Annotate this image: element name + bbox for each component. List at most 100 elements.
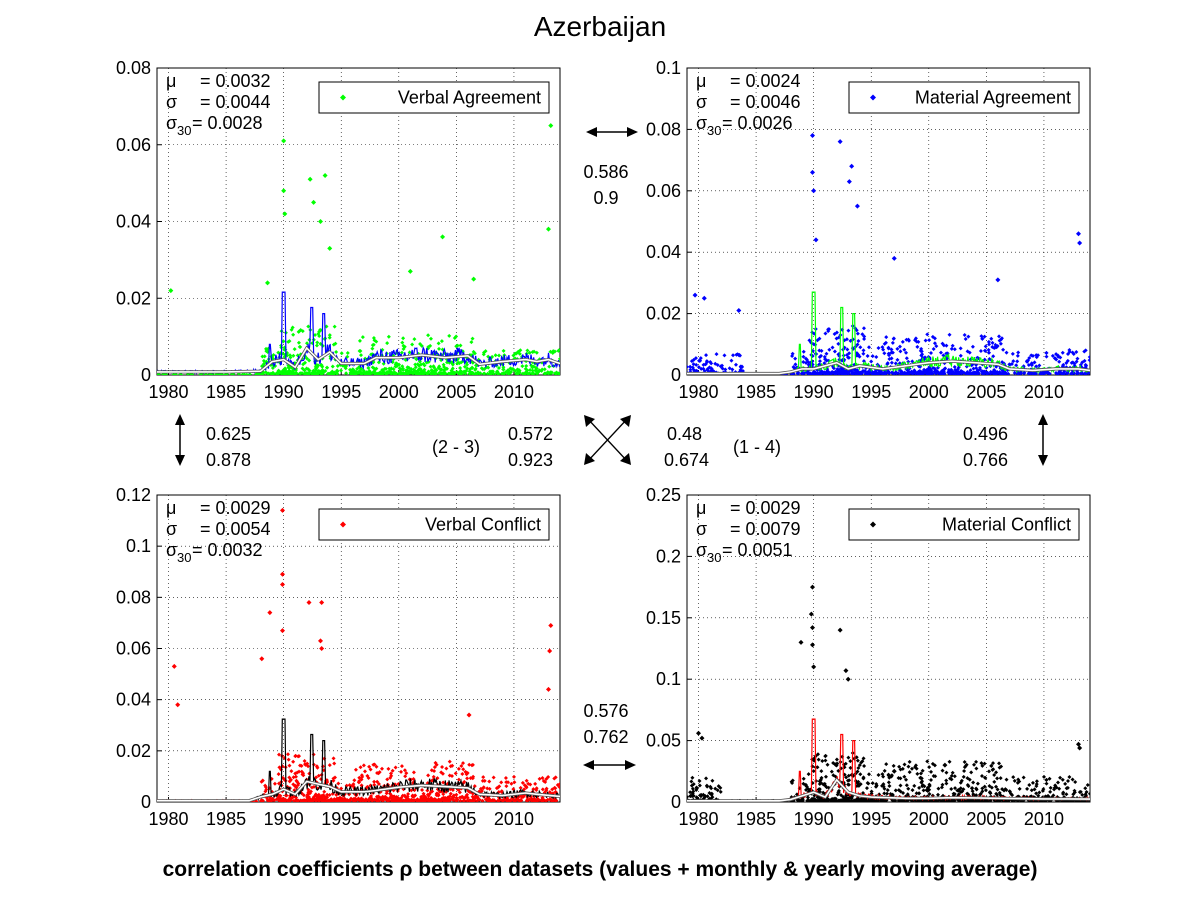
data-point-peak bbox=[810, 169, 816, 175]
data-point bbox=[861, 776, 866, 781]
data-point bbox=[694, 362, 699, 367]
data-point-peak bbox=[846, 179, 852, 185]
data-point bbox=[986, 350, 991, 355]
data-point bbox=[512, 368, 517, 373]
data-point bbox=[336, 796, 341, 801]
data-point bbox=[858, 782, 863, 787]
data-point bbox=[882, 341, 887, 346]
x-tick-label: 1980 bbox=[148, 382, 188, 402]
data-point bbox=[917, 791, 922, 796]
data-point bbox=[436, 346, 441, 351]
data-point bbox=[291, 775, 296, 780]
data-point bbox=[997, 798, 1002, 802]
data-point bbox=[297, 371, 302, 375]
data-point bbox=[900, 371, 905, 375]
data-point bbox=[260, 798, 265, 802]
data-point bbox=[366, 798, 371, 802]
data-point bbox=[952, 774, 957, 779]
data-point bbox=[704, 776, 709, 781]
data-point bbox=[410, 342, 415, 347]
data-point bbox=[294, 778, 299, 783]
data-point bbox=[433, 760, 438, 765]
data-point-peak bbox=[692, 292, 698, 298]
data-point bbox=[876, 346, 881, 351]
data-point bbox=[830, 345, 835, 350]
data-point bbox=[971, 780, 976, 785]
data-point bbox=[871, 371, 876, 375]
data-point bbox=[157, 372, 161, 375]
data-point bbox=[331, 342, 336, 347]
data-point bbox=[525, 368, 530, 373]
data-point bbox=[302, 758, 307, 763]
data-point bbox=[399, 350, 404, 355]
data-point bbox=[473, 371, 478, 375]
data-point bbox=[461, 767, 466, 772]
data-point bbox=[287, 775, 292, 780]
stat-sigma-symbol: σ bbox=[166, 519, 177, 539]
correlation-diagonals: (2 - 3) 0.572 0.923 0.48 0.674 (1 - 4) bbox=[432, 415, 781, 470]
data-point-peak bbox=[845, 676, 851, 682]
data-point-peak bbox=[548, 123, 554, 129]
data-point bbox=[287, 763, 292, 768]
data-point bbox=[824, 358, 829, 363]
data-point bbox=[1074, 349, 1079, 354]
data-point bbox=[694, 786, 699, 791]
data-point bbox=[297, 769, 302, 774]
data-point bbox=[1029, 361, 1034, 366]
data-point bbox=[278, 370, 283, 375]
y-tick-label: 0.08 bbox=[116, 58, 151, 78]
x-tick-label: 1990 bbox=[794, 809, 834, 829]
data-point-peak bbox=[849, 163, 855, 169]
data-point bbox=[913, 798, 918, 802]
data-point bbox=[861, 359, 866, 364]
data-point bbox=[828, 371, 833, 375]
data-point bbox=[992, 368, 997, 373]
data-point bbox=[944, 778, 949, 783]
data-point bbox=[948, 776, 953, 781]
data-point bbox=[546, 371, 551, 375]
data-point bbox=[400, 364, 405, 369]
data-point bbox=[526, 781, 531, 786]
data-point bbox=[917, 371, 922, 375]
data-point bbox=[898, 349, 903, 354]
data-point bbox=[414, 357, 419, 362]
data-point bbox=[1015, 359, 1020, 364]
data-point bbox=[834, 757, 839, 762]
data-point bbox=[1056, 353, 1061, 358]
stat-sigma-value: = 0.0044 bbox=[200, 92, 271, 112]
data-point bbox=[426, 773, 431, 778]
data-point bbox=[956, 792, 961, 797]
data-point bbox=[689, 779, 694, 784]
data-point bbox=[829, 769, 834, 774]
data-point bbox=[373, 371, 378, 375]
data-point bbox=[1044, 354, 1049, 359]
stat-sigma-symbol: σ bbox=[696, 519, 707, 539]
data-point bbox=[278, 793, 283, 798]
data-point bbox=[968, 368, 973, 373]
data-point bbox=[376, 781, 381, 786]
data-point-peak bbox=[545, 686, 551, 692]
data-point bbox=[452, 371, 457, 375]
data-point bbox=[272, 798, 277, 802]
stat-mu-symbol: μ bbox=[696, 71, 706, 91]
data-point bbox=[964, 371, 969, 375]
data-point bbox=[940, 341, 945, 346]
y-tick-label: 0.04 bbox=[116, 690, 151, 710]
data-point bbox=[380, 766, 385, 771]
data-point bbox=[401, 343, 406, 348]
data-point bbox=[504, 784, 509, 789]
data-point bbox=[924, 798, 929, 802]
data-point bbox=[1027, 783, 1032, 788]
data-point bbox=[933, 774, 938, 779]
data-point bbox=[903, 371, 908, 375]
data-point bbox=[537, 776, 542, 781]
data-point-peak bbox=[813, 237, 819, 243]
data-point bbox=[687, 364, 690, 369]
data-point bbox=[500, 798, 505, 802]
data-point bbox=[421, 371, 426, 375]
data-point bbox=[910, 798, 915, 802]
data-point bbox=[488, 369, 493, 374]
data-point bbox=[471, 349, 476, 354]
panel-verbal-agreement: 0 0.02 0.04 0.06 0.08 1980 1985 1990 1995 2000 200… bbox=[116, 58, 561, 402]
data-point bbox=[920, 768, 925, 773]
